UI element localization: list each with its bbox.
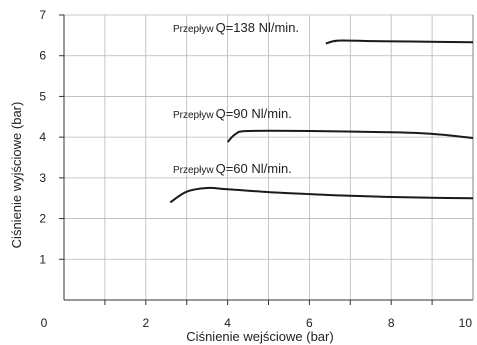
y-tick-label: 7 [39,8,46,22]
y-tick-label: 3 [39,171,46,185]
annotation-value: Q=138 Nl/min. [216,20,299,35]
annotation-value: Q=60 Nl/min. [216,161,292,176]
x-tick-label: 4 [224,316,231,330]
x-tick-label: 10 [459,316,473,330]
series-annotation-3: Przepływ Q=60 Nl/min. [173,161,292,176]
annotation-prefix: Przepływ [173,110,214,121]
annotation-prefix: Przepływ [173,24,214,35]
x-tick-label: 0 [41,316,48,330]
annotation-prefix: Przepływ [173,165,214,176]
series-annotation-2: Przepływ Q=90 Nl/min. [173,106,292,121]
y-tick-label: 4 [39,130,46,144]
annotations: Przepływ Q=138 Nl/min.Przepływ Q=90 Nl/min… [173,20,299,176]
ticks: 1 2 3 4 5 6 7 0 2 4 6 8 10 [39,8,472,330]
y-tick-label: 2 [39,212,46,226]
y-axis-label: Ciśnienie wyjściowe (bar) [9,102,24,249]
annotation-value: Q=90 Nl/min. [216,106,292,121]
series-annotation-1: Przepływ Q=138 Nl/min. [173,20,299,35]
x-tick-label: 2 [142,316,149,330]
y-tick-label: 1 [39,252,46,266]
x-tick-label: 8 [388,316,395,330]
axes [59,14,474,305]
y-tick-label: 6 [39,49,46,63]
x-axis-label: Ciśnienie wejściowe (bar) [186,329,333,344]
grid [64,14,473,300]
series-line-2 [226,129,474,143]
series-group [169,39,474,204]
series-line-3 [169,186,474,204]
series-line-1 [325,39,474,45]
x-tick-label: 6 [306,316,313,330]
y-tick-label: 5 [39,89,46,103]
